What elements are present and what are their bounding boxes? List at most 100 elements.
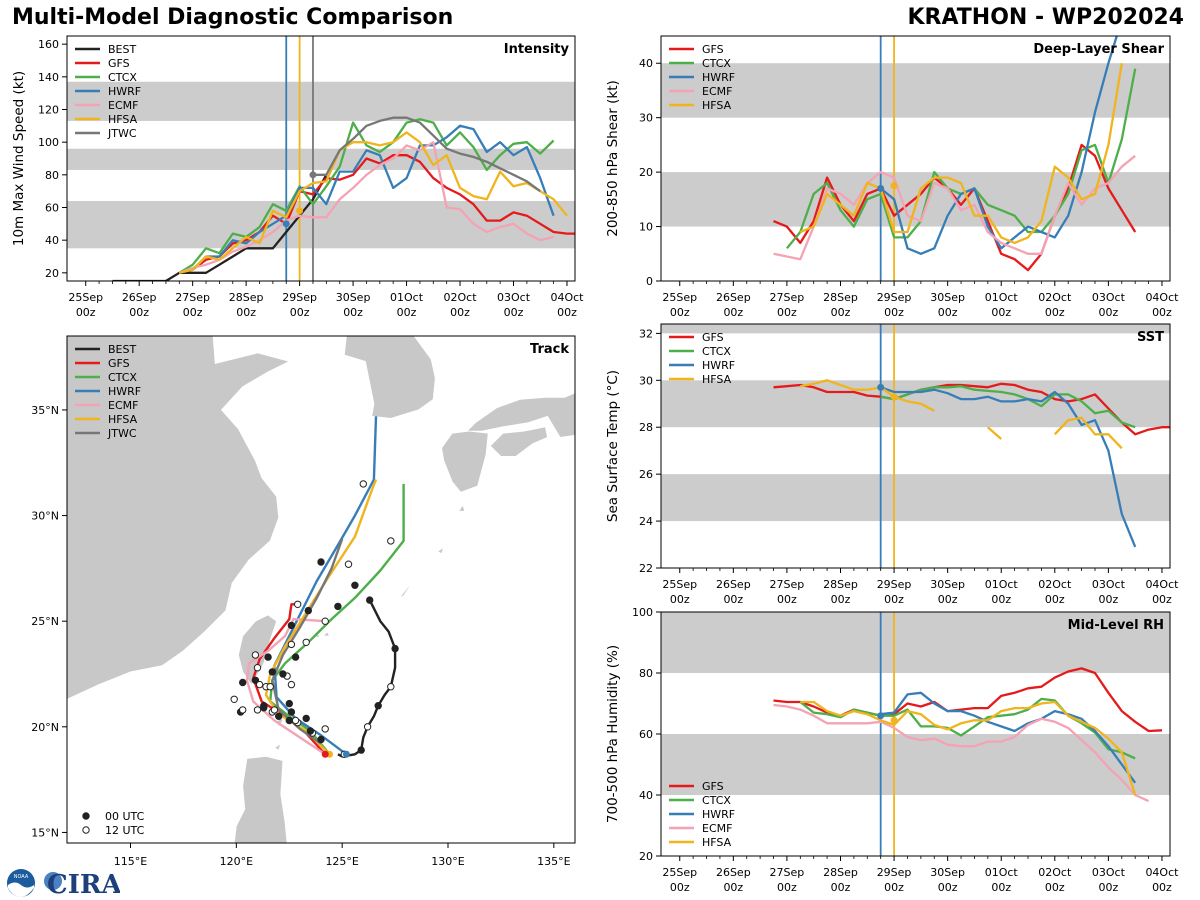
x-tick-label-hour: 00z bbox=[777, 593, 797, 606]
series-line-hwrf bbox=[880, 386, 1137, 548]
panel-track: 115°E 120°E 125°E 130°E 135°E 15°N 20°N 25°N 30°… bbox=[31, 335, 576, 868]
track-point-12utc bbox=[363, 723, 372, 731]
y-tick-label: 100 bbox=[632, 606, 653, 619]
landmass bbox=[489, 426, 548, 457]
initial-point-marker bbox=[890, 182, 898, 190]
track-point-12utc bbox=[270, 706, 279, 714]
y-tick-label: 20 bbox=[639, 850, 653, 863]
x-tick-label: 125°E bbox=[325, 855, 358, 868]
track-point-12utc bbox=[359, 480, 367, 488]
panel-frame bbox=[66, 35, 576, 282]
legend-label: HFSA bbox=[702, 836, 732, 849]
landmass bbox=[273, 742, 282, 751]
x-tick-label-hour: 00z bbox=[343, 306, 363, 319]
x-tick-label-date: 03Oct bbox=[1092, 291, 1126, 304]
landmass bbox=[441, 430, 489, 493]
x-tick-label-date: 30Sep bbox=[336, 291, 371, 304]
shaded-band bbox=[661, 63, 1170, 118]
x-tick-label-date: 02Oct bbox=[1038, 291, 1072, 304]
legend-label: ECMF bbox=[702, 85, 732, 98]
track-point-12utc bbox=[266, 683, 274, 691]
y-axis-label: 10m Max Wind Speed (kt) bbox=[11, 71, 27, 246]
series-line-hfsa bbox=[800, 379, 1123, 450]
legend-label: JTWC bbox=[107, 427, 137, 440]
y-tick-label: 40 bbox=[639, 789, 653, 802]
track-point-12utc bbox=[344, 560, 353, 568]
x-tick-label-hour: 00z bbox=[1045, 881, 1065, 894]
landmass bbox=[398, 582, 413, 599]
landmass bbox=[343, 336, 436, 419]
series-line-gfs bbox=[773, 382, 1170, 436]
legend-label: HFSA bbox=[702, 99, 732, 112]
track-point-00utc bbox=[374, 702, 382, 710]
panel-plot-area bbox=[661, 612, 1170, 856]
x-tick-label-date: 01Oct bbox=[390, 291, 424, 304]
x-tick-label-date: 04Oct bbox=[1145, 578, 1179, 591]
initial-point-marker bbox=[890, 716, 898, 724]
legend-label: HFSA bbox=[108, 413, 138, 426]
panel-rh: 25Sep 00z 26Sep 00z 27Sep 00z 28Sep 00z 29Sep 00z… bbox=[605, 606, 1179, 894]
legend-label: GFS bbox=[108, 357, 130, 370]
track-point-00utc bbox=[366, 596, 374, 604]
track-point-12utc bbox=[302, 638, 310, 646]
track-point-00utc bbox=[239, 678, 247, 687]
track-point-12utc bbox=[321, 725, 329, 733]
cira-logo-text: CIRA bbox=[47, 870, 120, 900]
x-tick-label-date: 27Sep bbox=[770, 291, 805, 304]
x-tick-label-hour: 00z bbox=[670, 593, 690, 606]
series-line-hwrf bbox=[880, 691, 1137, 784]
shaded-band bbox=[67, 81, 575, 121]
legend-label: CTCX bbox=[702, 794, 731, 807]
x-tick-label-hour: 00z bbox=[183, 306, 203, 319]
legend-label: GFS bbox=[702, 780, 724, 793]
legend-label: 12 UTC bbox=[105, 824, 145, 837]
x-tick-label-hour: 00z bbox=[938, 881, 958, 894]
series-line-jtwc bbox=[313, 116, 541, 193]
x-tick-label-date: 25Sep bbox=[662, 578, 697, 591]
x-tick-label-date: 27Sep bbox=[770, 578, 805, 591]
y-tick-label: 15°N bbox=[31, 826, 59, 839]
y-tick-label: 25°N bbox=[31, 615, 59, 628]
x-tick-label-date: 03Oct bbox=[497, 291, 531, 304]
track-point-00utc bbox=[302, 714, 310, 723]
x-tick-label-date: 04Oct bbox=[1145, 866, 1179, 879]
y-tick-label: 140 bbox=[38, 71, 59, 84]
x-tick-label-hour: 00z bbox=[1152, 593, 1172, 606]
y-tick-label: 22 bbox=[639, 562, 653, 575]
track-point-00utc bbox=[317, 735, 325, 744]
y-tick-label: 0 bbox=[646, 275, 653, 288]
initial-point-marker bbox=[877, 383, 885, 391]
shaded-band bbox=[67, 200, 575, 249]
shaded-band bbox=[661, 612, 1170, 673]
x-tick-label-hour: 00z bbox=[991, 881, 1011, 894]
track-point-00utc bbox=[251, 676, 260, 684]
panel-title: Mid-Level RH bbox=[1068, 618, 1164, 633]
track-line-hwrf bbox=[273, 416, 378, 756]
x-tick-label-date: 27Sep bbox=[770, 866, 805, 879]
panel-title: Intensity bbox=[504, 42, 570, 57]
track-point-00utc bbox=[264, 653, 272, 661]
y-tick-label: 24 bbox=[639, 515, 653, 528]
x-tick-label-hour: 00z bbox=[290, 306, 310, 319]
track-point-00utc bbox=[357, 746, 365, 754]
initial-point-marker bbox=[282, 220, 290, 228]
x-tick-label-hour: 00z bbox=[831, 306, 851, 319]
x-tick-label-date: 28Sep bbox=[823, 291, 858, 304]
track-point-00utc bbox=[306, 727, 315, 735]
x-tick-label-hour: 00z bbox=[1045, 593, 1065, 606]
x-tick-label-hour: 00z bbox=[938, 306, 958, 319]
y-tick-label: 80 bbox=[45, 169, 59, 182]
landmass bbox=[457, 504, 466, 512]
track-point-00utc bbox=[268, 668, 276, 676]
y-tick-label: 60 bbox=[639, 728, 653, 741]
x-tick-label-date: 28Sep bbox=[229, 291, 264, 304]
panel-plot-area bbox=[67, 36, 575, 281]
y-tick-label: 120 bbox=[38, 104, 59, 117]
initial-point-marker bbox=[877, 184, 885, 192]
storm-title: KRATHON - WP202024 bbox=[907, 5, 1184, 30]
track-point-12utc bbox=[291, 716, 300, 725]
y-tick-label: 10 bbox=[639, 221, 653, 234]
x-tick-label: 130°E bbox=[431, 855, 464, 868]
series-line-hfsa bbox=[800, 700, 1137, 796]
